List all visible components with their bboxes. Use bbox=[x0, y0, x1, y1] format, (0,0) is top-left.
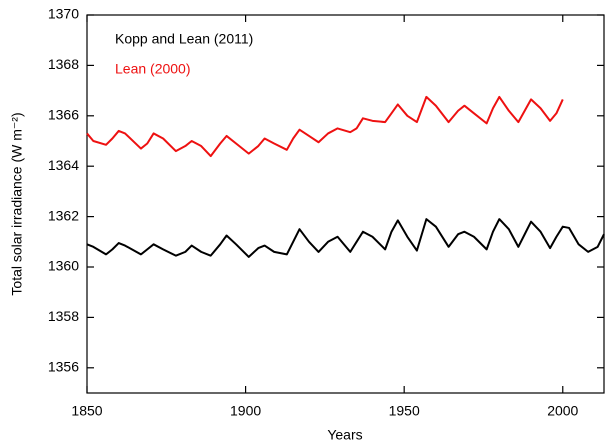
y-tick-label: 1364 bbox=[48, 157, 79, 173]
y-tick-label: 1368 bbox=[48, 56, 79, 72]
x-axis-label: Years bbox=[327, 427, 362, 443]
plot-frame bbox=[86, 14, 605, 394]
y-tick-label: 1366 bbox=[48, 107, 79, 123]
series-line bbox=[86, 218, 605, 258]
x-tick-label: 1850 bbox=[71, 403, 102, 419]
legend-entry: Lean (2000) bbox=[115, 61, 191, 77]
y-tick-label: 1360 bbox=[48, 258, 79, 274]
y-tick-label: 1358 bbox=[48, 308, 79, 324]
y-tick-label: 1356 bbox=[48, 359, 79, 375]
x-tick-label: 1950 bbox=[389, 403, 420, 419]
y-tick-label: 1370 bbox=[48, 6, 79, 22]
legend-entry: Kopp and Lean (2011) bbox=[115, 31, 253, 47]
x-tick-label: 1900 bbox=[230, 403, 261, 419]
y-axis-label: Total solar irradiance (W m⁻²) bbox=[9, 112, 25, 295]
y-tick-label: 1362 bbox=[48, 207, 79, 223]
series-line bbox=[86, 95, 564, 158]
x-tick-label: 2000 bbox=[547, 403, 578, 419]
